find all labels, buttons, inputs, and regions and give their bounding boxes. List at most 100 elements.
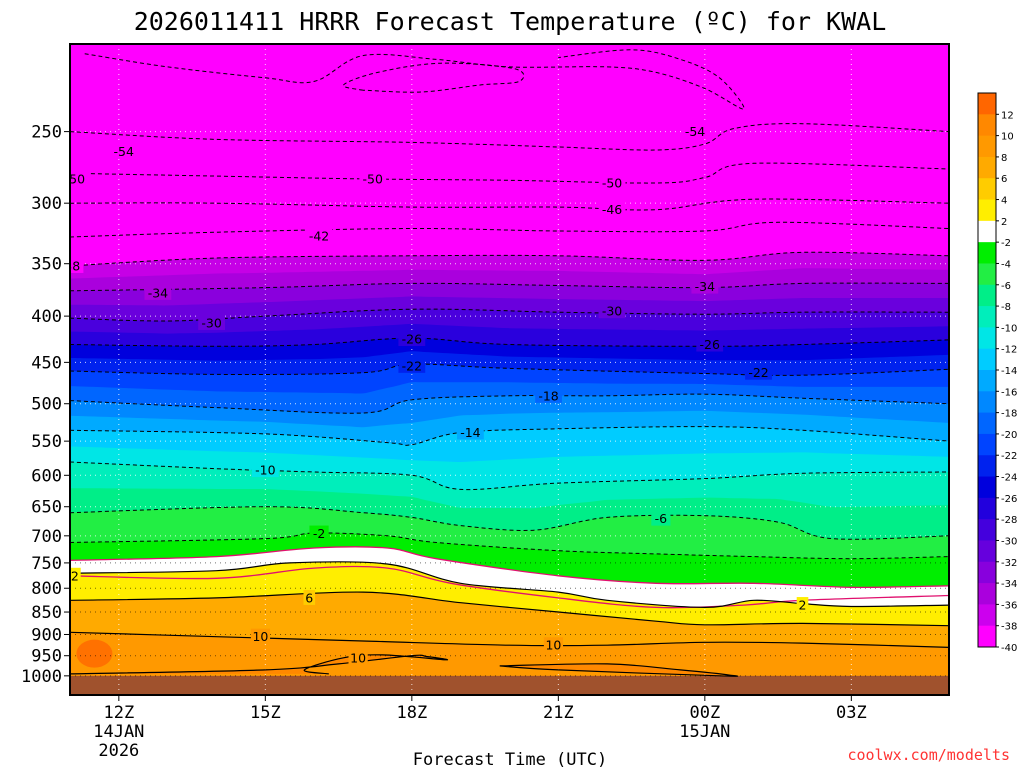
- isotherm-dashed: [70, 123, 949, 151]
- isotherm-label-bg: [543, 637, 564, 653]
- colorbar-swatch: [978, 391, 996, 414]
- band-fill-hot-spot: [76, 639, 113, 668]
- colorbar-label: 10: [1001, 132, 1014, 143]
- isotherm-label-bg: [745, 364, 772, 380]
- colorbar-swatch: [978, 93, 996, 115]
- x-tick-label: 12Z: [103, 703, 134, 723]
- isotherm-solid: [70, 631, 949, 648]
- isotherm-label-bg: [696, 336, 724, 352]
- isotherm-label: -26: [700, 337, 720, 352]
- colorbar-label: -2: [1001, 238, 1011, 249]
- colorbar-label: -4: [1001, 259, 1011, 270]
- y-axis: 2503003504004505005506006507007508008509…: [21, 123, 70, 687]
- chart-title: 2026011411 HRRR Forecast Temperature (ºC…: [134, 7, 887, 36]
- isotherm-label: -38: [60, 258, 80, 273]
- isotherm-label: -22: [748, 365, 768, 380]
- y-tick-label: 400: [31, 307, 62, 327]
- isotherm-label-bg: [144, 284, 172, 300]
- colorbar-swatch: [978, 455, 996, 478]
- isotherm-label-bg: [303, 589, 316, 605]
- isotherm-label-bg: [250, 628, 271, 644]
- colorbar-swatch: [978, 583, 996, 605]
- colorbar-swatch: [978, 604, 996, 627]
- y-tick-label: 250: [31, 123, 62, 143]
- colorbar-label: 2: [1001, 217, 1007, 228]
- colorbar-swatch: [978, 370, 996, 392]
- y-tick-label: 700: [31, 527, 62, 547]
- colorbar-swatch: [978, 284, 996, 307]
- isotherm-label: 6: [305, 590, 313, 605]
- isotherm-label-bg: [348, 649, 368, 665]
- isotherm-dashed: [342, 62, 525, 93]
- isotherm-label: 10: [252, 629, 268, 644]
- isotherm-label-bg: [70, 567, 81, 583]
- isotherm-label-bg: [309, 525, 329, 541]
- colorbar-swatch: [978, 476, 996, 499]
- y-tick-label: 650: [31, 498, 62, 518]
- colorbar-swatch: [978, 114, 996, 137]
- isotherm-label: 10: [350, 650, 366, 665]
- isotherm-solid: [499, 663, 739, 677]
- isotherm-label: -54: [685, 124, 705, 139]
- y-tick-label: 800: [31, 579, 62, 599]
- y-tick-label: 450: [31, 353, 62, 373]
- isotherm-label: -42: [309, 228, 329, 243]
- isotherm-solid: [70, 654, 449, 675]
- x-tick-label: 00Z: [689, 703, 720, 723]
- colorbar-label: -38: [1001, 622, 1017, 633]
- colorbar-label: -30: [1001, 536, 1017, 547]
- x-tick-label: 18Z: [396, 703, 427, 723]
- x-tick-label: 21Z: [543, 703, 574, 723]
- temperature-bands: [70, 44, 949, 695]
- isotherm-contours: [70, 49, 949, 677]
- y-tick-label: 900: [31, 625, 62, 645]
- colorbar-legend: 12 10 8 6 4 2 -2 -4 -6 -8 -10 -12 -14 -16 -18 -20 -22 -24…: [977, 92, 1017, 654]
- y-tick-label: 750: [31, 554, 62, 574]
- isotherm-label: 10: [545, 638, 561, 653]
- isotherm-label-bg: [691, 278, 719, 294]
- isotherm-label: -22: [402, 358, 422, 373]
- isotherm-label-bg: [535, 387, 562, 403]
- y-tick-label: 1000: [21, 667, 62, 687]
- colorbar-swatch: [978, 178, 996, 201]
- isotherm-dashed: [84, 49, 745, 110]
- colorbar-label: -14: [1001, 366, 1017, 377]
- y-tick-label: 550: [31, 432, 62, 452]
- isotherm-label: -34: [695, 279, 715, 294]
- isotherm-label-bg: [796, 597, 809, 613]
- x-tick-label: 15Z: [250, 703, 281, 723]
- colorbar-label: 6: [1001, 174, 1007, 185]
- isotherm-label-bg: [398, 357, 426, 373]
- isotherm-label: -30: [201, 315, 221, 330]
- isotherm-label-bg: [457, 424, 484, 440]
- isotherm-label-bg: [70, 170, 89, 186]
- isotherm-label: -54: [114, 144, 134, 159]
- colorbar-label: -8: [1001, 302, 1011, 313]
- y-tick-label: 500: [31, 395, 62, 415]
- credit-text[interactable]: coolwx.com/modelts: [847, 746, 1010, 764]
- x-tick-year: 2026: [98, 741, 139, 761]
- isotherm-label: -14: [460, 425, 480, 440]
- colorbar-label: -26: [1001, 494, 1017, 505]
- colorbar-swatch: [978, 156, 996, 179]
- colorbar-swatch: [978, 242, 996, 264]
- isotherm-dashed: [70, 506, 949, 540]
- colorbar-swatch: [978, 135, 996, 158]
- isotherm-label-bg: [198, 314, 226, 330]
- colorbar-swatch: [978, 348, 996, 371]
- colorbar-label: -24: [1001, 473, 1017, 484]
- isotherm-dashed: [70, 461, 949, 491]
- isotherm-label: 2: [799, 598, 807, 613]
- isotherm-labels: -54-50-46-42-38-34-30-26-22-18-14-10-6-2…: [60, 123, 809, 665]
- x-tick-label: 03Z: [836, 703, 867, 723]
- isotherm-label: -6: [655, 511, 668, 526]
- plot-frame: [69, 43, 950, 696]
- colorbar-label: 4: [1001, 196, 1007, 207]
- isotherm-label: -18: [538, 388, 558, 403]
- colorbar-swatch: [978, 519, 996, 541]
- isotherm-label: 2: [71, 568, 79, 583]
- colorbar-label: 12: [1001, 110, 1014, 121]
- isotherm-label: -50: [602, 176, 622, 191]
- ground-fill: [70, 675, 949, 695]
